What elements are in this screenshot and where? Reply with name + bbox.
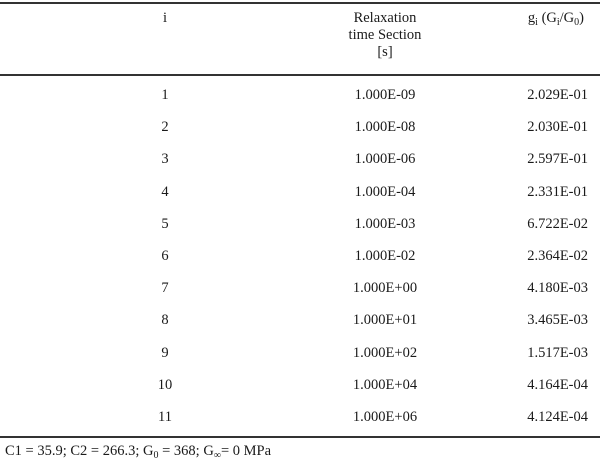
cell-g-ratio: 2.030E-01	[527, 119, 588, 136]
table-row: 8 1.000E+01 3.465E-03	[0, 310, 600, 342]
header-g-paren-sub-i: i	[556, 17, 560, 28]
footnote-part1: C1 = 35.9; C2 = 266.3; G	[5, 443, 154, 459]
table-row: 11 1.000E+06 4.124E-04	[0, 407, 600, 439]
cell-g-ratio: 4.124E-04	[527, 409, 588, 425]
table-row: 7 1.000E+00 4.180E-03	[0, 278, 600, 310]
header-relaxation-line2: time Section	[348, 27, 422, 43]
cell-relaxation-time: 1.000E+02	[352, 344, 418, 361]
cell-g-ratio: 3.465E-03	[527, 312, 588, 329]
cell-relaxation-time: 1.000E-03	[354, 215, 416, 232]
header-g-slash: /G	[559, 10, 575, 26]
header-relaxation-time: Relaxation time Section [s]	[310, 10, 460, 61]
cell-g-ratio: 2.364E-02	[527, 248, 588, 264]
cell-g-ratio: 2.029E-01	[527, 87, 588, 103]
table-header-rule	[0, 74, 600, 76]
table-row: 1 1.000E-09 2.029E-01	[0, 85, 600, 117]
table-top-rule	[0, 2, 600, 4]
cell-relaxation-time: 1.000E-06	[354, 151, 416, 168]
table-row: 2 1.000E-08 2.030E-01	[0, 117, 600, 149]
footnote-part2: = 368; G	[158, 443, 214, 459]
cell-index: 10	[157, 376, 173, 393]
cell-index: 4	[161, 183, 169, 200]
header-g-paren-close: )	[579, 10, 584, 26]
cell-index: 3	[161, 151, 169, 168]
table-bottom-rule	[0, 436, 600, 438]
cell-relaxation-time: 1.000E-09	[354, 87, 416, 103]
cell-index: 9	[161, 344, 169, 361]
cell-index: 5	[161, 215, 169, 232]
cell-g-ratio: 2.331E-01	[527, 183, 588, 200]
cell-relaxation-time: 1.000E+06	[352, 409, 418, 425]
table-footnote: C1 = 35.9; C2 = 266.3; G0 = 368; G∞= 0 M…	[5, 441, 271, 461]
footnote-sub-inf: ∞	[213, 450, 221, 461]
cell-index: 8	[161, 312, 169, 329]
cell-index: 2	[161, 119, 169, 136]
cell-index: 1	[161, 87, 169, 103]
cell-g-ratio: 4.164E-04	[527, 376, 588, 393]
header-relaxation-unit: [s]	[377, 44, 393, 60]
cell-index: 11	[158, 409, 172, 425]
cell-relaxation-time: 1.000E+00	[352, 280, 418, 297]
cell-relaxation-time: 1.000E-02	[354, 248, 416, 264]
cell-g-ratio: 2.597E-01	[527, 151, 588, 168]
table-row: 5 1.000E-03 6.722E-02	[0, 214, 600, 246]
cell-index: 6	[161, 248, 169, 264]
table-row: 6 1.000E-02 2.364E-02	[0, 246, 600, 278]
cell-relaxation-time: 1.000E+01	[352, 312, 418, 329]
cell-g-ratio: 4.180E-03	[527, 280, 588, 297]
cell-g-ratio: 1.517E-03	[527, 344, 588, 361]
footnote-sub-0: 0	[153, 450, 159, 461]
table-row: 9 1.000E+02 1.517E-03	[0, 343, 600, 375]
header-g-sub: i	[535, 17, 538, 28]
header-relaxation-line1: Relaxation	[353, 10, 417, 26]
header-g-ratio: gi (Gi/G0)	[455, 10, 595, 28]
cell-relaxation-time: 1.000E+04	[352, 376, 418, 393]
header-g-paren-open: (G	[537, 10, 557, 26]
footnote-part3: = 0 MPa	[220, 443, 272, 459]
cell-g-ratio: 6.722E-02	[527, 215, 588, 232]
table-row: 10 1.000E+04 4.164E-04	[0, 375, 600, 407]
header-g-main: g	[527, 10, 536, 26]
cell-index: 7	[161, 280, 169, 297]
header-index: i	[162, 10, 168, 26]
table-row: 3 1.000E-06 2.597E-01	[0, 149, 600, 181]
header-g-paren-sub-0: 0	[574, 17, 580, 28]
cell-relaxation-time: 1.000E-04	[354, 183, 416, 200]
cell-relaxation-time: 1.000E-08	[354, 119, 416, 136]
table-row: 4 1.000E-04 2.331E-01	[0, 182, 600, 214]
